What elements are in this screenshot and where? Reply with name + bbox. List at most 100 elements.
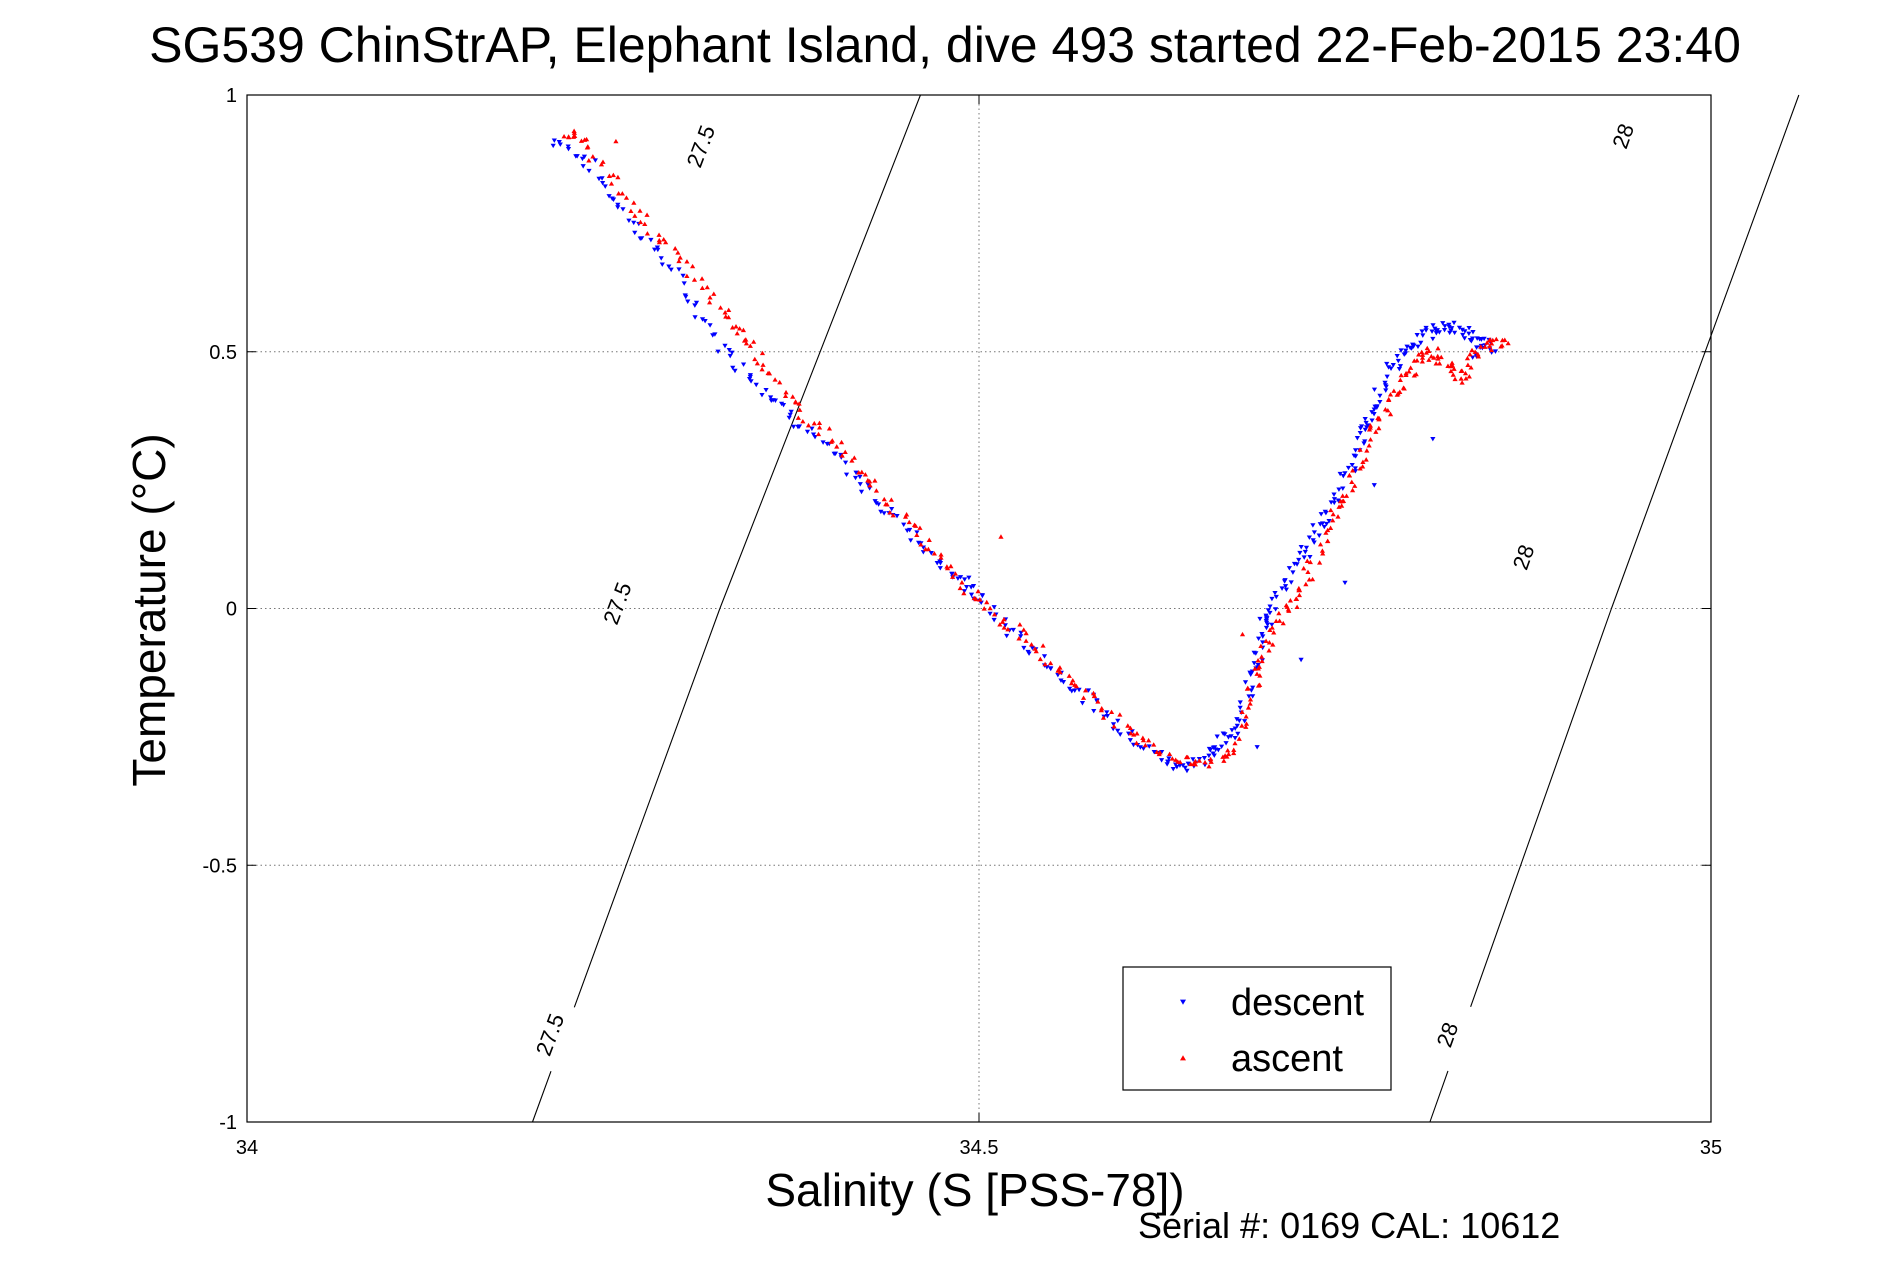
descent-point [1442, 324, 1448, 329]
ascent-point [938, 555, 944, 560]
ascent-point [961, 590, 967, 596]
ascent-point [1450, 372, 1456, 377]
ascent-point [1325, 527, 1331, 533]
ascent-point [790, 394, 796, 399]
ascent-point [644, 212, 650, 217]
descent-point [1298, 657, 1304, 663]
descent-point [1430, 323, 1436, 328]
ascent-point [1154, 749, 1160, 755]
ascent-point [1066, 673, 1072, 678]
ascent-point [987, 605, 993, 611]
ascent-point [1095, 699, 1101, 704]
ascent-point [984, 599, 990, 605]
descent-point [1026, 651, 1032, 656]
ascent-point [1239, 709, 1245, 714]
ascent-point [1448, 368, 1454, 374]
ascent-point [1462, 370, 1469, 376]
ascent-point [1243, 721, 1250, 726]
descent-point [1311, 530, 1317, 535]
ascent-point [815, 431, 822, 437]
ascent-point [1459, 380, 1465, 385]
ascent-point [1285, 607, 1291, 612]
descent-point [786, 415, 792, 421]
descent-point [1372, 404, 1378, 410]
y-tick-label: -1 [219, 1112, 237, 1134]
descent-point [1394, 354, 1400, 359]
descent-point [1129, 729, 1135, 734]
descent-point [1423, 325, 1429, 331]
legend-label-ascent: ascent [1231, 1038, 1343, 1080]
descent-point [631, 220, 637, 226]
descent-point [1323, 510, 1329, 516]
ascent-point [684, 273, 690, 278]
descent-point [889, 506, 895, 512]
descent-point [1247, 670, 1253, 675]
ascent-point [805, 422, 812, 428]
descent-point [1137, 745, 1143, 750]
ascent-point [733, 324, 739, 329]
descent-point [1340, 486, 1346, 491]
descent-point [1201, 756, 1208, 761]
descent-point [1337, 471, 1343, 477]
ascent-point [1411, 358, 1417, 363]
descent-point [1260, 634, 1266, 639]
ascent-point [1267, 627, 1273, 633]
ascent-point [1373, 429, 1379, 434]
descent-point [620, 207, 626, 212]
descent-point [730, 365, 736, 371]
descent-point [1263, 625, 1270, 631]
descent-point [550, 143, 556, 149]
ascent-point [1183, 754, 1190, 760]
ascent-point [760, 362, 766, 367]
descent-point [609, 196, 615, 201]
ascent-point [584, 145, 590, 150]
descent-point [1110, 722, 1117, 727]
descent-point [1259, 631, 1265, 637]
descent-point [1429, 329, 1435, 334]
ascent-point [740, 327, 747, 333]
serial-calibration-note: Serial #: 0169 CAL: 10612 [1138, 1205, 1560, 1246]
descent-point [1048, 666, 1054, 672]
ascent-point [1231, 750, 1237, 756]
descent-point [957, 575, 964, 580]
descent-point [692, 315, 698, 320]
descent-point [1449, 326, 1455, 331]
isopycnal-label: 27.5 [682, 122, 721, 171]
descent-point [1267, 610, 1273, 616]
descent-point [1260, 640, 1266, 645]
descent-point [991, 617, 997, 623]
descent-point [1211, 753, 1217, 758]
ascent-point [1419, 349, 1425, 355]
descent-point [1470, 355, 1476, 360]
descent-point [1385, 365, 1392, 370]
ascent-point [1436, 361, 1443, 366]
descent-point [1462, 329, 1468, 334]
isopycnal-label: 28 [1607, 120, 1639, 151]
ascent-point [628, 208, 634, 214]
descent-point [1352, 448, 1359, 453]
ascent-point [1072, 682, 1078, 687]
ascent-point [707, 295, 713, 300]
descent-point [979, 593, 985, 599]
descent-point [710, 333, 716, 338]
descent-point [1164, 762, 1170, 767]
ascent-point [1382, 406, 1389, 412]
ascent-point [1395, 391, 1401, 396]
descent-point [1323, 521, 1330, 527]
ascent-point [1325, 538, 1331, 544]
ascent-point [725, 314, 732, 320]
ascent-point [675, 250, 681, 255]
ascent-point [1323, 530, 1329, 535]
ascent-point [1127, 725, 1134, 730]
descent-point [1430, 436, 1436, 442]
descent-point [715, 349, 721, 354]
data-points [550, 128, 1511, 774]
ascent-point [619, 191, 625, 196]
ascent-point [1294, 604, 1300, 610]
ascent-point [1309, 576, 1316, 582]
descent-point [1060, 680, 1067, 685]
ascent-point [1317, 560, 1323, 565]
descent-point [1470, 330, 1476, 335]
ascent-point [1357, 447, 1363, 452]
descent-point [753, 382, 759, 388]
